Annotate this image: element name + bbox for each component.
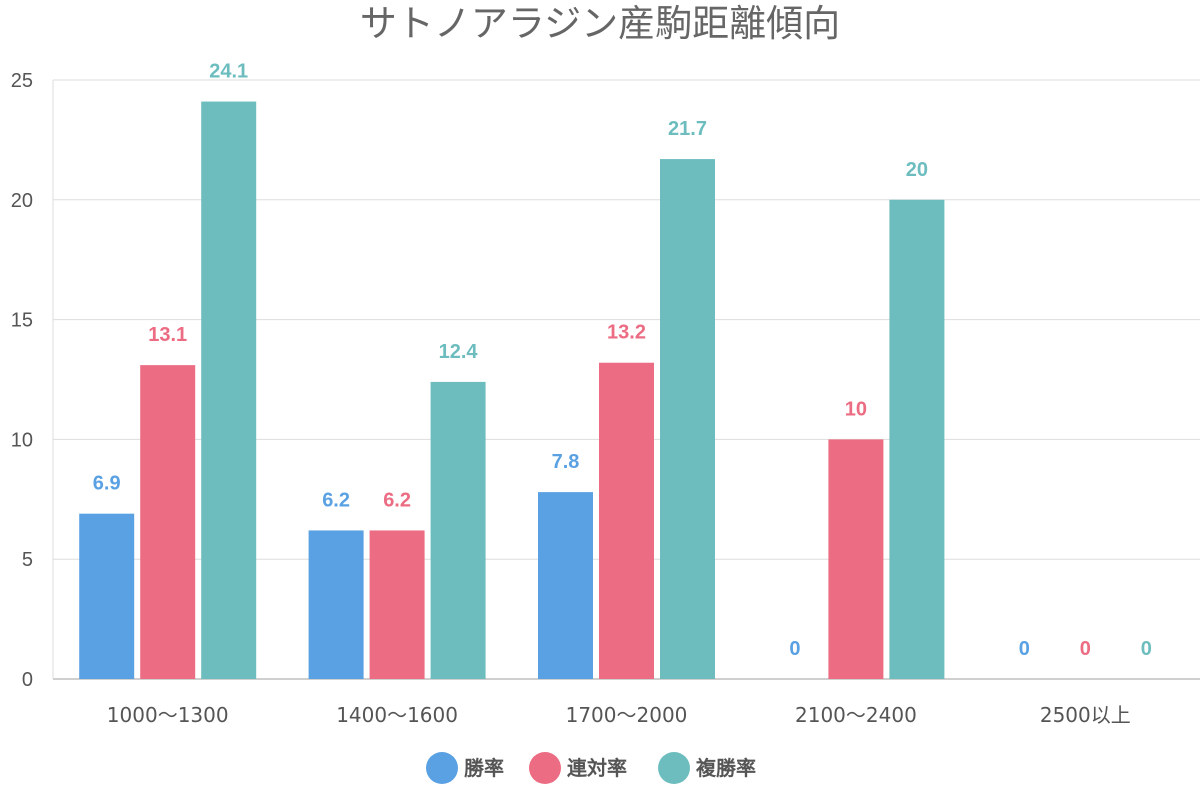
data-label: 21.7	[668, 118, 707, 140]
data-label: 0	[789, 638, 800, 660]
x-axis: 1000〜1300 1400〜1600 1700〜2000 2100〜2400 2500…	[107, 703, 1131, 727]
chart-title: サトノアラジン産駒距離傾向	[360, 2, 840, 45]
legend-label: 連対率	[567, 756, 627, 780]
data-label: 6.2	[322, 489, 350, 511]
bar	[79, 513, 135, 679]
legend-item[interactable]: 複勝率	[658, 752, 756, 784]
y-tick-label: 0	[22, 669, 33, 691]
data-label: 10	[845, 398, 867, 420]
y-tick-label: 25	[11, 70, 33, 92]
data-label: 0	[1141, 638, 1152, 660]
bar	[140, 365, 196, 679]
data-label: 0	[1019, 638, 1030, 660]
y-tick-label: 20	[11, 190, 33, 212]
legend[interactable]: 勝率 連対率 複勝率	[426, 752, 756, 784]
data-label: 6.9	[93, 473, 121, 495]
legend-swatch	[658, 752, 690, 784]
data-labels: 6.9 13.1 24.1 6.2 6.2 12.4 7.8 13.2 21.7 0 10 20 0 0 0	[93, 61, 1152, 660]
x-tick-label: 1400〜1600	[336, 703, 458, 727]
y-tick-label: 15	[11, 310, 33, 332]
bar	[599, 362, 654, 679]
data-label: 20	[906, 159, 928, 181]
bar	[660, 159, 715, 679]
legend-item[interactable]: 連対率	[529, 752, 627, 784]
bar	[538, 492, 593, 679]
legend-label: 勝率	[464, 756, 504, 780]
legend-label: 複勝率	[696, 756, 756, 780]
data-label: 0	[1080, 638, 1091, 660]
data-label: 13.1	[148, 324, 187, 346]
data-label: 24.1	[209, 61, 248, 83]
x-tick-label: 1000〜1300	[107, 703, 229, 727]
y-tick-label: 5	[22, 549, 33, 571]
legend-swatch	[426, 752, 458, 784]
legend-swatch	[529, 752, 561, 784]
data-label: 6.2	[383, 489, 411, 511]
x-tick-label: 1700〜2000	[566, 703, 688, 727]
legend-item[interactable]: 勝率	[426, 752, 504, 784]
bar	[889, 199, 945, 680]
data-label: 12.4	[439, 341, 479, 363]
bar	[308, 530, 364, 679]
bar	[430, 381, 486, 679]
x-tick-label: 2100〜2400	[795, 703, 917, 727]
bar	[828, 439, 884, 679]
y-tick-label: 10	[11, 429, 33, 451]
data-label: 7.8	[552, 451, 580, 473]
y-axis: 0 5 10 15 20 25	[11, 70, 33, 691]
bar	[201, 101, 257, 679]
data-label: 13.2	[607, 322, 646, 344]
x-tick-label: 2500以上	[1040, 703, 1131, 727]
bars	[79, 101, 945, 680]
bar	[369, 530, 425, 679]
